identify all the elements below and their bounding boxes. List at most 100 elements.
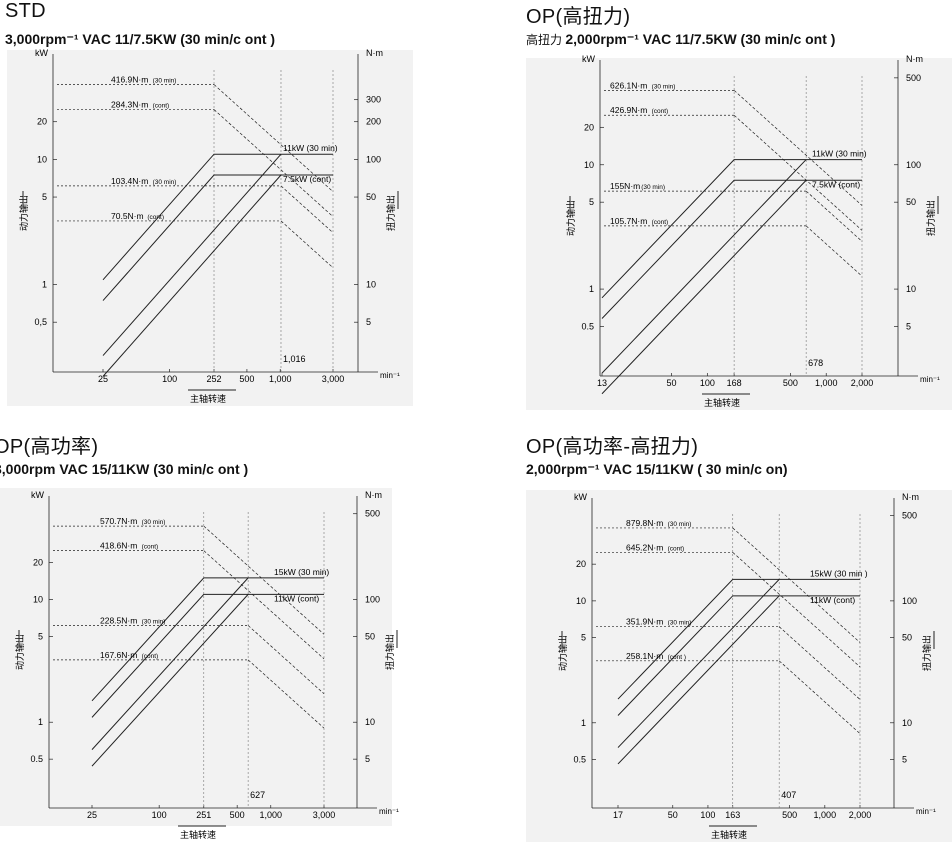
left-unit-label: kW [582,54,596,64]
nm-tick-label: 50 [902,633,912,643]
x-tick-label: 2,000 [851,378,874,388]
kw-tick-label: 0,5 [34,317,47,327]
torque-power-curve [91,594,249,767]
power-curve [617,595,860,716]
x-axis-title: 主轴转速 [704,397,740,408]
power-label: 11kW (30 min) [812,149,867,159]
nm-tick-label: 50 [366,192,376,202]
power-label: 11kW (30 min) [283,143,338,153]
kw-tick-label: 0.5 [581,322,594,332]
x-tick-label: 500 [230,810,245,820]
torque-falloff-line [733,114,863,231]
nm-tick-label: 50 [365,631,375,641]
x-tick-label: 13 [597,378,607,388]
nm-tick-label: 10 [366,280,376,290]
plot-background [7,50,413,406]
torque-annotation-note: (cont) [142,653,159,660]
torque-falloff-line [247,659,325,729]
chart-panel-std: STD 3,000rpm⁻¹ VAC 11/7.5KW (30 min/c on… [3,0,473,420]
torque-annotation-note: (30 min) [153,78,177,85]
right-unit-label: N·m [365,490,382,500]
left-axis-title: 动力输出 [18,195,29,231]
nm-tick-label: 50 [906,197,916,207]
plot-background [0,488,392,826]
nm-tick-label: 200 [366,117,381,127]
torque-annotation-label: 626.1N·m [610,80,647,90]
nm-tick-label: 100 [365,594,380,604]
corner-speed-label: 627 [250,790,265,800]
torque-falloff-line [280,185,334,233]
torque-annotation-note: (30 min) [652,83,676,90]
power-curve [617,578,860,700]
subtitle-prefix: 高扭力 [526,33,566,47]
x-tick-label: 100 [152,810,167,820]
left-unit-label: kW [35,48,49,58]
power-label: 7.5kW (cont) [812,179,860,189]
x-tick-label: 163 [725,810,740,820]
torque-annotation-note: (cont ) [668,654,686,661]
plot-background [526,58,952,410]
torque-falloff-line [732,527,861,643]
x-tick-label: 500 [782,810,797,820]
power-curve [601,179,862,319]
kw-tick-label: 5 [42,192,47,202]
nm-tick-label: 100 [902,596,917,606]
x-tick-label: 50 [668,810,678,820]
power-torque-chart: kW N·m min⁻¹ 20 10 5 1 0,5 300 200 100 50 10 5 25 100 25… [7,48,413,406]
corner-speed-label: 1,016 [283,354,306,364]
torque-annotation-label: 418.6N·m [100,541,137,551]
power-curve [102,174,333,301]
torque-power-curve [617,579,780,748]
torque-annotation-label: 879.8N·m [626,518,663,528]
torque-annotation-note: (30 min) [153,179,177,186]
power-torque-chart: kW N·m min⁻¹ 20 10 5 1 0.5 500 100 50 10 5 13 50 100 168… [526,54,952,410]
nm-tick-label: 5 [365,754,370,764]
nm-tick-label: 500 [902,511,917,521]
torque-annotation-label: 103.4N·m [111,176,148,186]
x-tick-label: 17 [613,810,623,820]
right-unit-label: N·m [906,54,923,64]
x-tick-label: 1,000 [269,374,292,384]
x-unit-label: min⁻¹ [380,371,400,380]
chart-title: OP(高功率-高扭力) [526,436,699,458]
power-label: 11kW (cont) [810,595,855,605]
torque-annotation-label: 570.7N·m [100,516,137,526]
x-tick-label: 3,000 [322,374,345,384]
kw-tick-label: 5 [589,197,594,207]
plot-background [526,490,952,842]
x-tick-label: 168 [727,378,742,388]
x-tick-label: 251 [196,810,211,820]
nm-tick-label: 100 [906,160,921,170]
right-axis-title: 扭力输出 [925,200,936,236]
right-axis-title: 扭力输出 [384,634,395,670]
right-unit-label: N·m [366,48,383,58]
torque-annotation-note: (30 min) [668,620,692,627]
x-tick-label: 1,000 [815,378,838,388]
power-label: 7.5kW (cont) [283,174,331,184]
x-tick-label: 100 [700,378,715,388]
subtitle-text: 2,000rpm⁻¹ VAC 15/11KW ( 30 min/c on) [526,461,788,477]
torque-annotation-label: 155N·m [610,181,640,191]
right-axis-title: 扭力输出 [921,635,932,671]
torque-power-curve [617,595,780,765]
x-tick-label: 25 [98,374,108,384]
x-tick-label: 2,000 [849,810,872,820]
chart-subtitle: 高扭力 2,000rpm⁻¹ VAC 11/7.5KW (30 min/c on… [526,31,835,48]
power-torque-chart: kW N·m min⁻¹ 20 10 5 1 0.5 500 100 50 10 5 17 50 100 163… [526,490,952,842]
torque-falloff-line [778,626,861,700]
x-tick-label: 100 [162,374,177,384]
power-curve [601,159,862,299]
left-unit-label: kW [574,492,588,502]
torque-annotation-label: 167.6N·m [100,650,137,660]
x-axis-title: 主轴转速 [711,829,747,840]
torque-annotation-label: 416.9N·m [111,75,148,85]
x-tick-label: 500 [783,378,798,388]
nm-tick-label: 500 [906,73,921,83]
kw-tick-label: 20 [33,558,43,568]
torque-falloff-line [733,90,863,206]
x-tick-label: 1,000 [259,810,282,820]
torque-annotation-note: (30 min) [641,184,665,191]
power-label: 11kW (cont) [274,593,319,603]
corner-speed-label: 407 [781,790,796,800]
torque-annotation-label: 645.2N·m [626,542,663,552]
